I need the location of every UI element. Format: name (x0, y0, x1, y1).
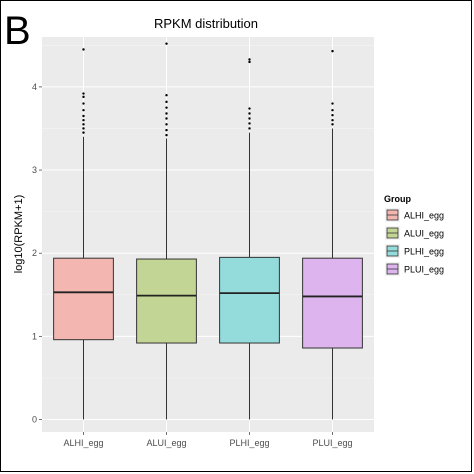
outlier-point (165, 100, 168, 104)
outlier-point (165, 94, 168, 97)
y-tick-label: 3 (32, 165, 37, 175)
outlier-point (165, 133, 168, 137)
x-axis-ticks: ALHI_egg ALUI_egg PLHI_egg PLUI_egg (63, 432, 353, 448)
outlier-point (331, 123, 334, 126)
box-PLHI_egg (219, 58, 280, 420)
outlier-point (248, 127, 251, 130)
legend-item: PLUI_egg (385, 262, 444, 276)
outlier-point (82, 48, 85, 51)
y-tick-label: 2 (32, 248, 37, 258)
outlier-point (82, 95, 85, 99)
box-iqr (219, 256, 280, 344)
chart-title: RPKM distribution (154, 16, 258, 31)
x-tick-label: ALUI_egg (146, 438, 186, 448)
outlier-point (331, 113, 334, 117)
legend: Group ALHI_egg ALUI_egg PLHI_egg PLUI_egg (384, 194, 444, 276)
y-axis-ticks: 0 1 2 3 4 (32, 82, 42, 425)
y-tick-label: 1 (32, 331, 37, 341)
legend-label: PLUI_egg (404, 265, 444, 275)
outlier-point (248, 122, 251, 125)
legend-title: Group (384, 194, 411, 204)
outlier-point (331, 49, 334, 53)
outlier-point (82, 92, 85, 95)
x-tick-label: ALHI_egg (63, 438, 103, 448)
outlier-point (331, 102, 334, 105)
box-ALHI_egg (53, 48, 114, 420)
outlier-point (82, 123, 85, 126)
legend-label: ALHI_egg (404, 211, 444, 221)
outlier-point (165, 128, 168, 132)
outlier-point (82, 127, 85, 130)
outlier-point (165, 42, 168, 45)
y-tick-label: 0 (32, 415, 37, 425)
outlier-point (248, 112, 251, 115)
outlier-point (165, 112, 168, 115)
outlier-point (248, 58, 251, 61)
plot-panel (42, 37, 374, 432)
panel-label: B (4, 9, 31, 53)
y-tick-label: 4 (32, 82, 37, 92)
outlier-point (82, 108, 85, 112)
outlier-point (82, 118, 85, 122)
y-axis-label: log10(RPKM+1) (13, 195, 25, 274)
box-ALUI_egg (136, 42, 197, 420)
outlier-point (165, 123, 168, 126)
boxes (53, 42, 363, 420)
outlier-point (248, 107, 251, 110)
legend-item: PLHI_egg (385, 244, 444, 258)
legend-item: ALUI_egg (385, 226, 444, 240)
box-PLUI_egg (302, 49, 363, 420)
outlier-point (82, 131, 85, 134)
outlier-point (165, 117, 168, 120)
legend-label: PLHI_egg (404, 247, 444, 257)
box-iqr (53, 257, 114, 341)
outlier-point (331, 118, 334, 122)
outlier-point (82, 102, 85, 105)
box-iqr (136, 258, 197, 344)
outlier-point (165, 106, 168, 109)
outlier-point (248, 117, 251, 120)
legend-item: ALHI_egg (385, 208, 444, 222)
outlier-point (82, 114, 85, 118)
outlier-point (248, 60, 251, 64)
outlier-point (331, 108, 334, 112)
x-tick-label: PLHI_egg (229, 438, 269, 448)
box-iqr (302, 257, 363, 349)
x-tick-label: PLUI_egg (312, 438, 352, 448)
legend-label: ALUI_egg (404, 229, 444, 239)
